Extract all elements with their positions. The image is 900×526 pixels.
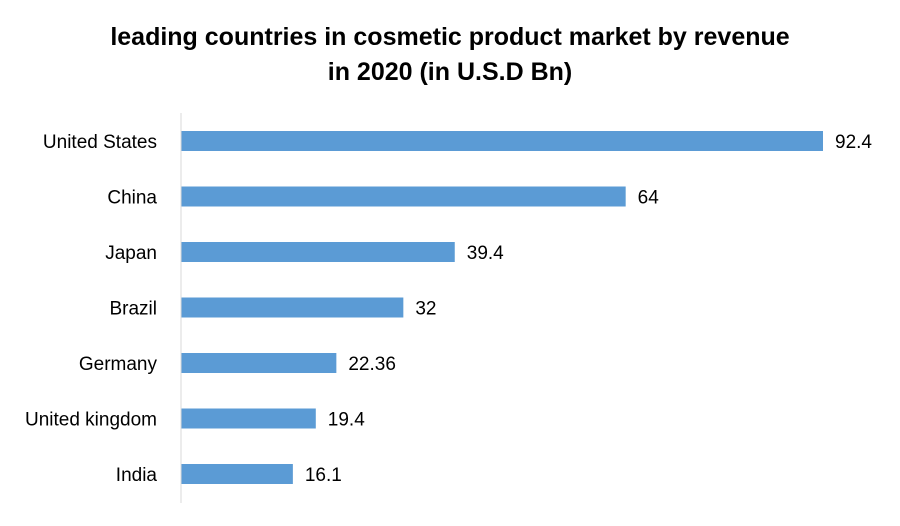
category-label-4: Germany — [79, 354, 158, 375]
bar-2 — [181, 242, 455, 262]
bar-group — [181, 131, 823, 484]
chart-title-line-1: leading countries in cosmetic product ma… — [110, 23, 790, 51]
label-group: United States 92.4 China 64 Japan 39.4 Brazil 3… — [25, 132, 872, 486]
value-label-0: 92.4 — [835, 132, 872, 153]
category-label-6: India — [116, 465, 158, 486]
value-label-3: 32 — [415, 299, 436, 320]
bar-0 — [181, 131, 823, 151]
chart-title-line-2: in 2020 (in U.S.D Bn) — [327, 58, 573, 86]
bar-5 — [181, 408, 316, 429]
category-label-5: United kingdom — [25, 410, 157, 431]
chart-title: leading countries in cosmetic product ma… — [0, 20, 900, 90]
bar-1 — [181, 186, 626, 207]
value-label-1: 64 — [638, 188, 660, 209]
category-label-2: Japan — [105, 243, 157, 264]
category-label-0: United States — [43, 132, 157, 153]
value-label-6: 16.1 — [305, 465, 342, 486]
bar-6 — [181, 464, 293, 484]
bar-3 — [181, 297, 404, 318]
value-label-5: 19.4 — [328, 410, 365, 431]
category-label-3: Brazil — [109, 299, 157, 320]
bar-4 — [181, 353, 337, 373]
value-label-4: 22.36 — [348, 354, 396, 375]
category-label-1: China — [107, 188, 157, 209]
value-label-2: 39.4 — [467, 243, 504, 264]
